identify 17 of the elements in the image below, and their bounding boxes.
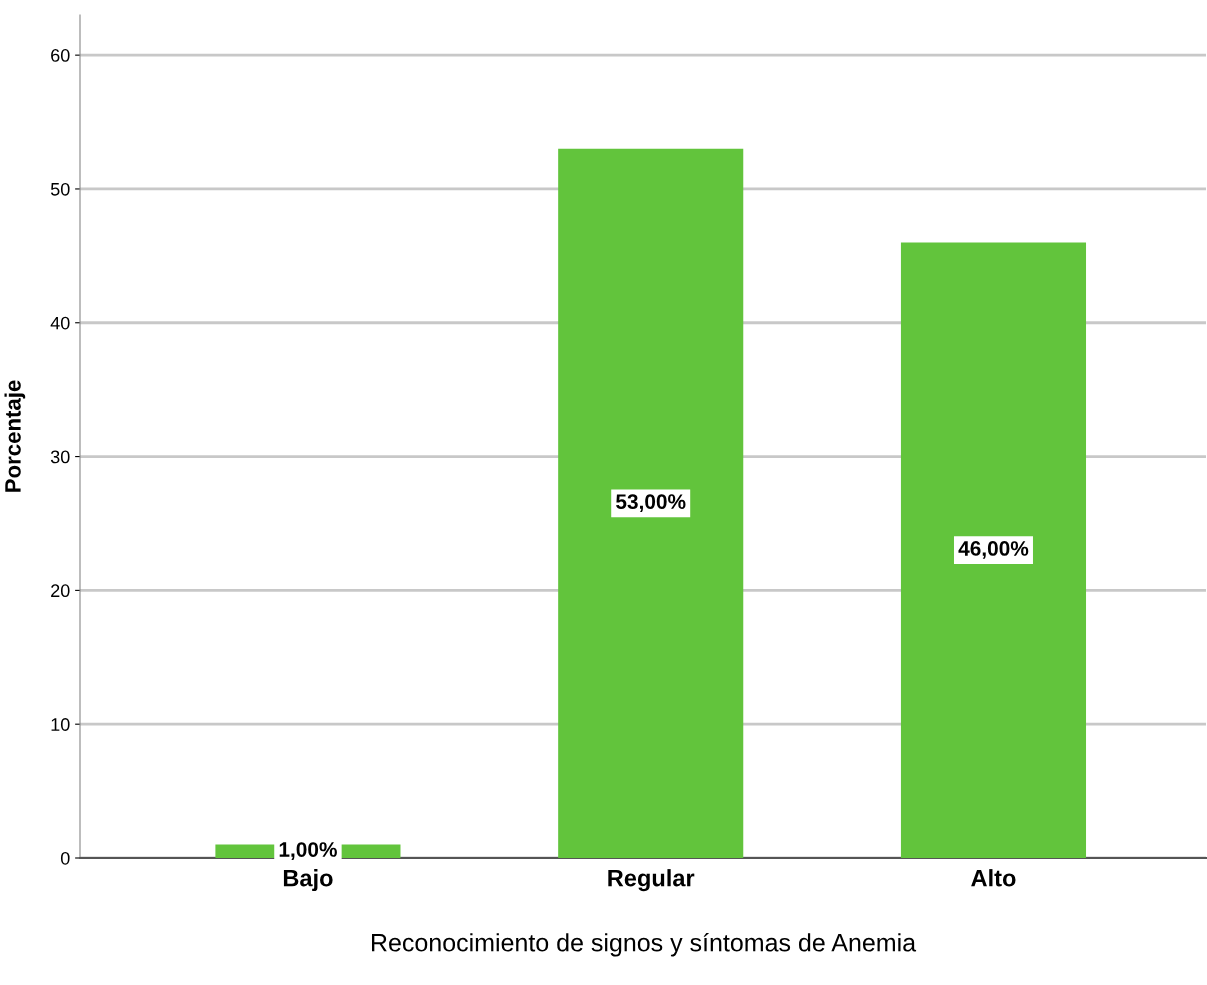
y-tick-label: 40 <box>50 316 70 330</box>
y-tick-label: 10 <box>51 718 70 731</box>
data-label: 46,00% <box>958 541 1029 559</box>
y-tick-label: 20 <box>51 584 70 598</box>
y-axis-title: Porcentaje <box>4 380 26 492</box>
x-tick-label: Regular <box>608 869 695 892</box>
y-tick-label: 30 <box>50 450 70 464</box>
y-tick-label: 60 <box>51 49 70 62</box>
bar <box>900 242 1087 858</box>
x-tick-label: Bajo <box>283 869 333 892</box>
x-axis-title: Reconocimiento de signos y síntomas de Anemia <box>372 932 917 957</box>
y-tick-label: 0 <box>60 851 70 865</box>
data-label: 53,00% <box>616 494 686 513</box>
y-tick-label: 50 <box>50 182 70 196</box>
x-tick-label: Alto <box>971 869 1016 887</box>
data-label: 1,00% <box>279 842 337 860</box>
bar <box>558 148 744 858</box>
